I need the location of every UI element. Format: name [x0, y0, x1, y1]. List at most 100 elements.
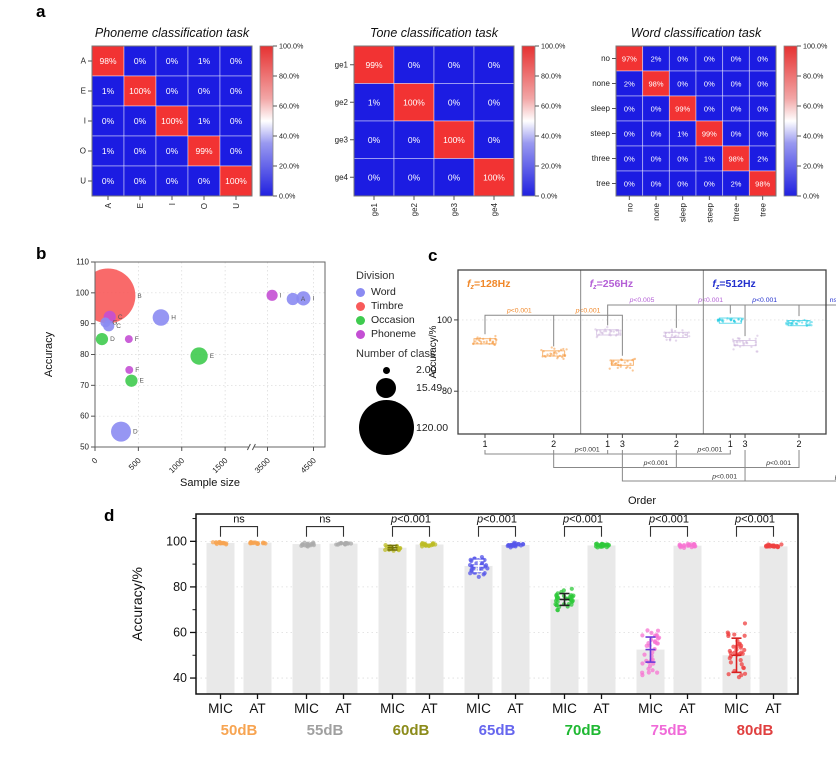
heatmap-cell-value: 0%: [624, 130, 635, 139]
data-point: [429, 543, 434, 548]
strip-point: [480, 340, 483, 344]
bubble-point-label: E: [210, 353, 215, 360]
strip-point: [619, 363, 622, 367]
svg-text:ns: ns: [830, 297, 836, 304]
strip-point: [739, 320, 743, 323]
strip-point: [619, 365, 622, 368]
strip-point: [742, 343, 745, 347]
strip-point: [748, 337, 751, 341]
strip-point: [599, 331, 602, 334]
strip-point: [756, 350, 759, 353]
strip-point: [541, 355, 544, 358]
strip-point: [792, 320, 795, 323]
order-strip-chart: p<0.001 p<0.001 fz=128Hz 1 2 3 p<0.005 p<0.001 f…: [424, 248, 836, 511]
heatmap-cell: [473, 83, 515, 122]
svg-text:p<0.001: p<0.001: [648, 514, 689, 526]
size-legend-item: 120.00: [356, 400, 476, 455]
strip-point: [785, 323, 788, 326]
size-legend-value: 120.00: [416, 421, 449, 434]
strip-point: [604, 328, 607, 331]
strip-point: [786, 319, 789, 323]
heatmap-cell-value: 0%: [704, 55, 715, 64]
bubble-point: [95, 332, 109, 346]
mean-bar: [501, 544, 530, 694]
mean-bar: [550, 599, 579, 694]
heatmap-cell-value: 100%: [483, 172, 505, 182]
strip-point: [716, 319, 720, 322]
strip-point: [546, 353, 549, 356]
data-point: [470, 564, 476, 569]
colorbar-tick: 40.0%: [279, 132, 300, 141]
strip-point: [562, 347, 565, 351]
size-legend-item: 15.49: [356, 378, 476, 398]
strip-point: [562, 353, 565, 356]
strip-point: [629, 362, 632, 365]
heatmap-cell-value: 97%: [622, 55, 637, 64]
strip-point: [544, 355, 547, 359]
legend-dot-icon: [356, 301, 365, 311]
heatmap-col-label: no: [625, 202, 634, 211]
data-point: [468, 571, 473, 576]
heatmap-col-label: I: [168, 203, 177, 205]
strip-point: [557, 350, 560, 353]
strip-point: [474, 340, 477, 343]
strip-panel-label: fz=512Hz: [712, 278, 755, 291]
bubble-point-label: E: [140, 378, 145, 385]
heatmap-cell: [219, 75, 253, 107]
bubble-point-label: F: [135, 336, 139, 343]
mic-label: MIC: [380, 701, 405, 716]
strip-point: [626, 360, 629, 363]
strip-point: [550, 346, 553, 349]
at-label: AT: [335, 701, 351, 716]
heatmap-cell: [722, 70, 750, 97]
heatmap-cell-value: 0%: [757, 55, 768, 64]
heatmap-cell: [722, 170, 750, 197]
bubble-xlabel: Sample size: [180, 477, 240, 489]
strip-point: [540, 348, 543, 352]
bubble-point: [296, 291, 311, 306]
strip-ytick: 80: [442, 386, 452, 396]
svg-text:p<0.001: p<0.001: [711, 474, 737, 481]
strip-point: [732, 319, 736, 323]
strip-point: [750, 345, 753, 348]
strip-point: [478, 337, 482, 340]
data-point: [483, 564, 488, 569]
heatmap-cell-value: 0%: [230, 86, 243, 96]
heatmap-cell-value: 0%: [166, 86, 179, 96]
bubble-point: [152, 309, 170, 326]
heatmap-cell-value: 100%: [443, 135, 465, 145]
bars-ytick: 100: [166, 534, 187, 548]
bubble-point-label: D: [133, 429, 138, 436]
heatmap-col-label: E: [136, 203, 145, 208]
svg-text:ns: ns: [319, 514, 331, 526]
heatmap-cell-value: 2%: [731, 180, 742, 189]
heatmap-cell-value: 0%: [757, 80, 768, 89]
data-point: [642, 652, 647, 657]
strip-point: [612, 330, 615, 333]
heatmap-cell-value: 0%: [408, 60, 421, 70]
mic-label: MIC: [208, 701, 233, 716]
heatmap-col-label: O: [200, 203, 209, 209]
data-point: [300, 542, 305, 547]
mean-bar: [329, 543, 358, 694]
strip-point: [494, 337, 497, 340]
strip-point: [670, 333, 674, 337]
strip-point: [742, 341, 745, 345]
heatmap-cell-value: 0%: [677, 155, 688, 164]
data-point: [732, 632, 737, 637]
bars-ytick: 80: [173, 580, 187, 594]
data-point: [739, 650, 744, 655]
data-point: [647, 664, 653, 669]
legend-item-label: Timbre: [371, 300, 404, 312]
strip-point: [685, 333, 688, 337]
bubble-xtick: 1500: [211, 456, 230, 475]
colorbar-tick: 0.0%: [279, 192, 296, 201]
heatmap-cell: [615, 120, 644, 147]
bubble-point: [124, 335, 133, 344]
heatmap-cell-value: 0%: [731, 130, 742, 139]
heatmap-cell-value: 2%: [624, 80, 635, 89]
heatmap-cell-value: 98%: [728, 155, 743, 164]
strip-point: [614, 334, 618, 337]
data-point: [779, 542, 784, 547]
bubble-point: [100, 317, 111, 328]
